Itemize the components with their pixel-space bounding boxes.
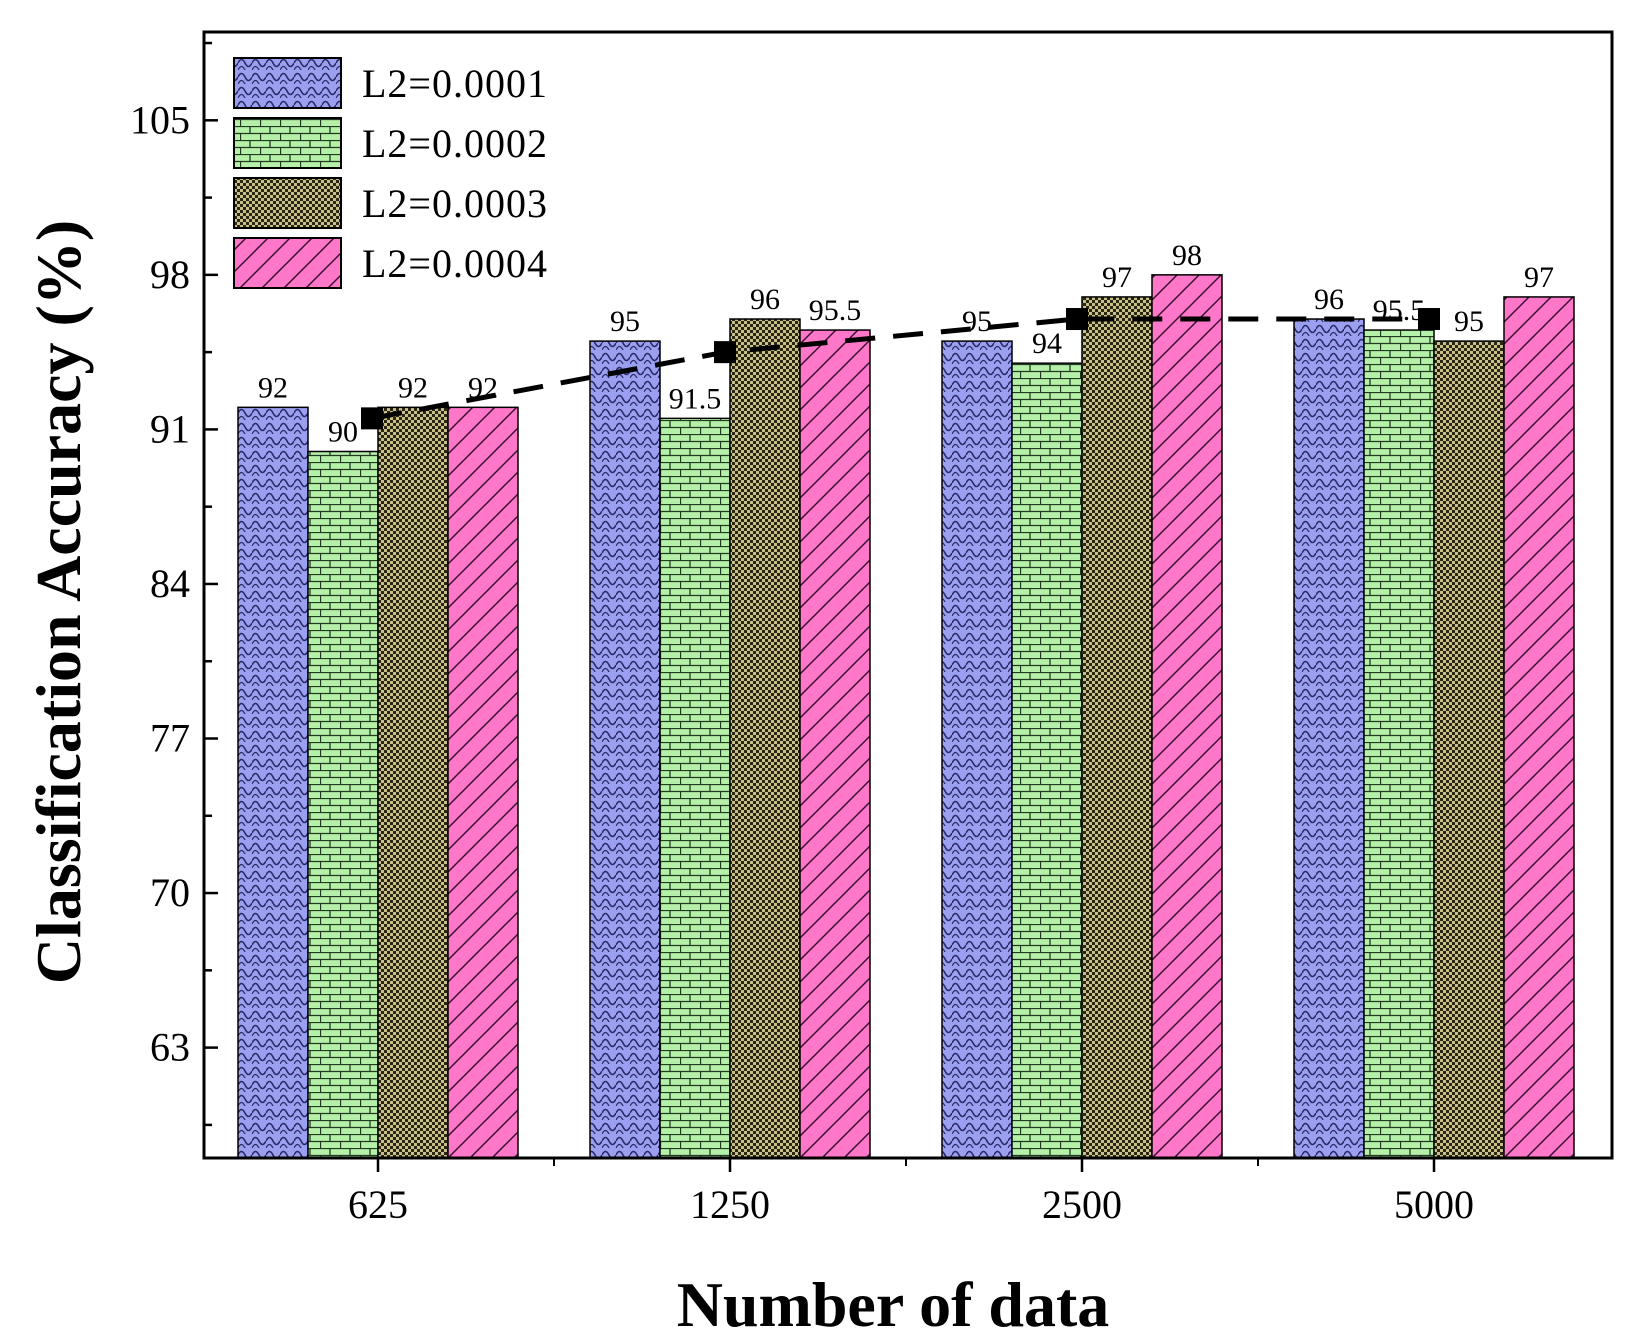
x-axis: 625 1250 2500 5000 — [348, 1158, 1474, 1227]
y-tick-label: 70 — [150, 870, 190, 915]
data-label: 91.5 — [669, 382, 722, 415]
bar-l2-0-0002-5000 — [1363, 329, 1435, 1159]
bar-l2-0-0003-625 — [377, 406, 449, 1159]
data-label: 95.5 — [1373, 294, 1426, 327]
bar-l2-0-0004-2500 — [1151, 274, 1223, 1159]
legend-label: L2=0.0004 — [362, 241, 548, 286]
y-tick-label: 63 — [150, 1025, 190, 1070]
legend-swatch — [233, 177, 342, 229]
data-label: 92 — [258, 371, 288, 404]
data-label: 90 — [328, 415, 358, 448]
trend-line-path — [371, 316, 1429, 421]
trend-marker — [1066, 308, 1088, 331]
bar-l2-0-0004-1250 — [799, 329, 871, 1159]
data-label: 95 — [610, 305, 640, 338]
trend-marker — [361, 407, 383, 430]
legend: L2=0.0001 L2=0.0002 L2=0.0003 L2=0.0004 — [233, 57, 548, 289]
data-label: 96 — [1314, 283, 1344, 316]
legend-swatch — [233, 237, 342, 289]
x-tick-label: 2500 — [1042, 1182, 1122, 1227]
bar-l2-0-0002-1250 — [659, 417, 731, 1159]
trend-marker — [1418, 308, 1440, 331]
bar-l2-0-0001-1250 — [589, 340, 661, 1159]
bar-l2-0-0003-1250 — [729, 318, 801, 1159]
x-axis-title: Number of data — [677, 1269, 1110, 1340]
data-label: 95 — [1454, 305, 1484, 338]
trend-line — [361, 308, 1440, 430]
data-label: 98 — [1172, 239, 1202, 272]
y-tick-label: 105 — [130, 97, 190, 142]
y-axis-title: Classification Accuracy (%) — [23, 220, 94, 984]
data-label: 96 — [750, 283, 780, 316]
data-label: 94 — [1032, 327, 1062, 360]
data-label: 92 — [398, 371, 428, 404]
legend-label: L2=0.0001 — [362, 61, 548, 106]
data-label: 97 — [1102, 261, 1132, 294]
bar-l2-0-0003-5000 — [1433, 340, 1505, 1159]
y-tick-label: 84 — [150, 561, 190, 606]
data-label: 97 — [1524, 261, 1554, 294]
data-label: 95 — [962, 305, 992, 338]
bars — [237, 274, 1575, 1159]
legend-swatch — [233, 117, 342, 169]
trend-marker — [714, 341, 736, 364]
legend-label: L2=0.0003 — [362, 181, 548, 226]
x-tick-label: 1250 — [690, 1182, 770, 1227]
bar-l2-0-0004-5000 — [1503, 296, 1575, 1159]
bar-l2-0-0002-2500 — [1011, 362, 1083, 1159]
bar-l2-0-0002-625 — [307, 450, 379, 1159]
y-tick-label: 91 — [150, 406, 190, 451]
y-tick-label: 98 — [150, 252, 190, 297]
bar-l2-0-0001-2500 — [941, 340, 1013, 1159]
x-tick-label: 5000 — [1394, 1182, 1474, 1227]
legend-swatch — [233, 57, 342, 109]
bar-l2-0-0001-5000 — [1293, 318, 1365, 1159]
legend-label: L2=0.0002 — [362, 121, 548, 166]
plot-area-frame — [202, 30, 1614, 1160]
bar-l2-0-0003-2500 — [1081, 296, 1153, 1159]
y-axis: 63 70 77 84 91 98 105 — [130, 41, 218, 1127]
data-label: 95.5 — [809, 294, 862, 327]
x-tick-label: 625 — [348, 1182, 408, 1227]
y-tick-label: 77 — [150, 716, 190, 761]
bar-l2-0-0004-625 — [447, 406, 519, 1159]
bar-l2-0-0001-625 — [237, 406, 309, 1159]
